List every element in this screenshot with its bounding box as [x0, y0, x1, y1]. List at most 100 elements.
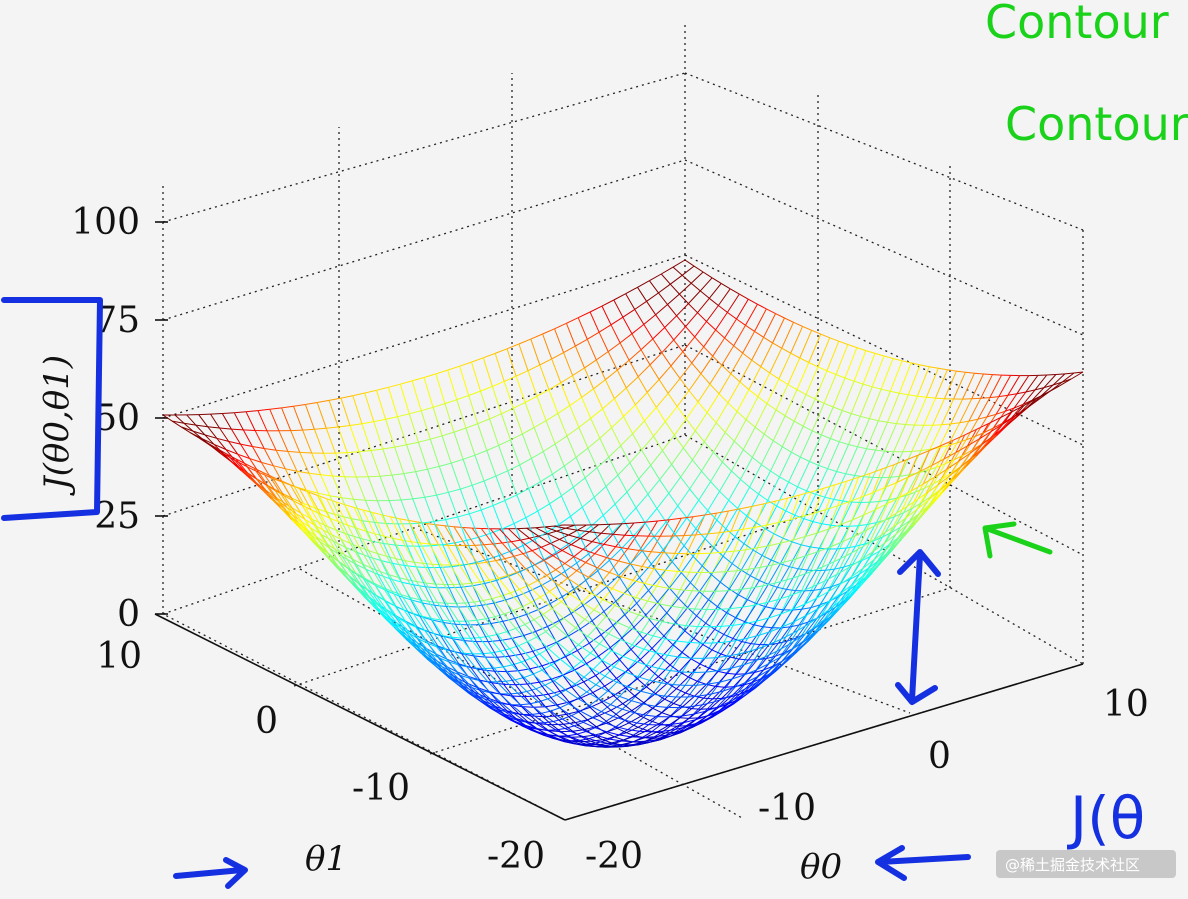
surface-mesh-line	[850, 383, 864, 414]
surface-mesh-line	[341, 497, 354, 500]
surface-mesh-line	[637, 376, 648, 393]
surface-mesh-line	[783, 558, 796, 563]
xlabel-theta0: θ0	[800, 847, 842, 887]
surface-mesh-line	[587, 635, 600, 645]
surface-mesh-line	[448, 661, 461, 676]
surface-mesh-line	[600, 634, 611, 648]
surface-mesh-line	[418, 438, 431, 443]
surface-mesh-line	[529, 701, 539, 705]
surface-mesh-line	[722, 702, 735, 712]
surface-mesh-line	[699, 649, 713, 665]
surface-mesh-line	[806, 465, 819, 492]
surface-mesh-line	[796, 362, 810, 390]
surface-mesh-line	[442, 544, 453, 567]
surface-mesh-line	[589, 524, 599, 533]
surface-mesh-line	[752, 528, 766, 551]
grid-horz	[684, 344, 1084, 556]
surface-mesh-line	[840, 564, 854, 584]
surface-mesh-line	[412, 612, 423, 617]
surface-mesh-line	[535, 527, 548, 535]
surface-mesh-line	[512, 610, 526, 625]
surface-mesh-line	[792, 536, 806, 541]
surface-mesh-line	[421, 521, 434, 524]
surface-mesh-line	[271, 476, 285, 496]
surface-mesh-line	[776, 636, 787, 652]
surface-mesh-line	[688, 390, 699, 403]
surface-mesh-line	[651, 730, 664, 733]
surface-mesh-line	[210, 413, 223, 415]
surface-mesh-line	[785, 621, 796, 638]
surface-mesh-line	[669, 283, 680, 295]
surface-mesh-line	[905, 454, 918, 461]
surface-mesh-line	[723, 625, 734, 643]
surface-mesh-line	[376, 500, 387, 524]
surface-mesh-line	[551, 474, 562, 497]
surface-mesh-line	[524, 402, 535, 428]
surface-mesh-line	[662, 450, 673, 465]
surface-mesh-line	[574, 721, 584, 727]
surface-mesh-line	[431, 617, 441, 621]
surface-mesh-line	[718, 510, 729, 533]
surface-mesh-line	[790, 352, 801, 359]
surface-mesh-line	[584, 467, 598, 479]
surface-mesh-line	[930, 489, 940, 498]
surface-mesh-line	[735, 637, 748, 642]
surface-mesh-line	[836, 471, 846, 475]
surface-mesh-line	[650, 563, 661, 577]
surface-mesh-line	[306, 531, 320, 541]
surface-mesh-line	[465, 545, 479, 564]
surface-mesh-line	[563, 465, 574, 488]
surface-mesh-line	[690, 642, 701, 659]
surface-mesh-line	[766, 308, 776, 315]
surface-mesh-line	[526, 614, 537, 632]
surface-mesh-line	[745, 324, 755, 332]
surface-mesh-line	[373, 418, 386, 423]
surface-mesh-line	[267, 485, 278, 499]
surface-mesh-line	[439, 657, 452, 672]
surface-mesh-line	[733, 623, 745, 626]
surface-mesh-line	[711, 690, 724, 695]
surface-mesh-line	[672, 722, 685, 725]
surface-mesh-line	[574, 683, 588, 693]
surface-mesh-line	[696, 599, 709, 617]
surface-mesh-line	[234, 459, 245, 471]
surface-mesh-line	[529, 585, 542, 592]
surface-mesh-line	[613, 666, 627, 673]
surface-mesh-line	[622, 703, 633, 711]
surface-mesh-line	[523, 677, 537, 690]
surface-mesh-line	[720, 581, 730, 590]
surface-mesh-line	[579, 739, 592, 745]
axes-grid	[161, 25, 1085, 821]
surface-mesh-line	[690, 658, 701, 665]
surface-mesh-line	[542, 715, 555, 718]
surface-mesh-line	[568, 529, 578, 536]
surface-mesh-line	[654, 612, 668, 627]
surface-mesh-line	[1043, 374, 1057, 388]
surface-mesh-line	[635, 597, 648, 602]
surface-mesh-line	[868, 562, 881, 576]
surface-mesh-line	[523, 635, 534, 652]
surface-mesh-line	[551, 658, 561, 666]
surface-mesh-line	[639, 577, 649, 591]
surface-mesh-line	[452, 636, 462, 639]
surface-mesh-line	[603, 716, 614, 724]
surface-mesh-line	[441, 431, 455, 437]
surface-mesh-line	[1022, 399, 1033, 405]
surface-mesh-line	[824, 496, 834, 500]
surface-mesh-line	[566, 627, 577, 636]
surface-mesh-line	[773, 533, 784, 539]
surface-mesh-line	[467, 619, 477, 622]
surface-mesh-line	[569, 396, 582, 407]
surface-mesh-line	[438, 466, 449, 493]
surface-mesh-line	[838, 596, 851, 610]
surface-mesh-line	[487, 641, 498, 658]
surface-mesh-line	[782, 620, 796, 628]
surface-mesh-line	[507, 470, 518, 496]
surface-mesh-line	[842, 500, 852, 503]
surface-mesh-line	[974, 372, 984, 375]
surface-mesh-line	[423, 646, 433, 659]
surface-mesh-line	[413, 634, 424, 648]
surface-mesh-line	[410, 599, 421, 617]
surface-mesh-line	[702, 693, 712, 706]
surface-mesh-line	[630, 736, 643, 738]
